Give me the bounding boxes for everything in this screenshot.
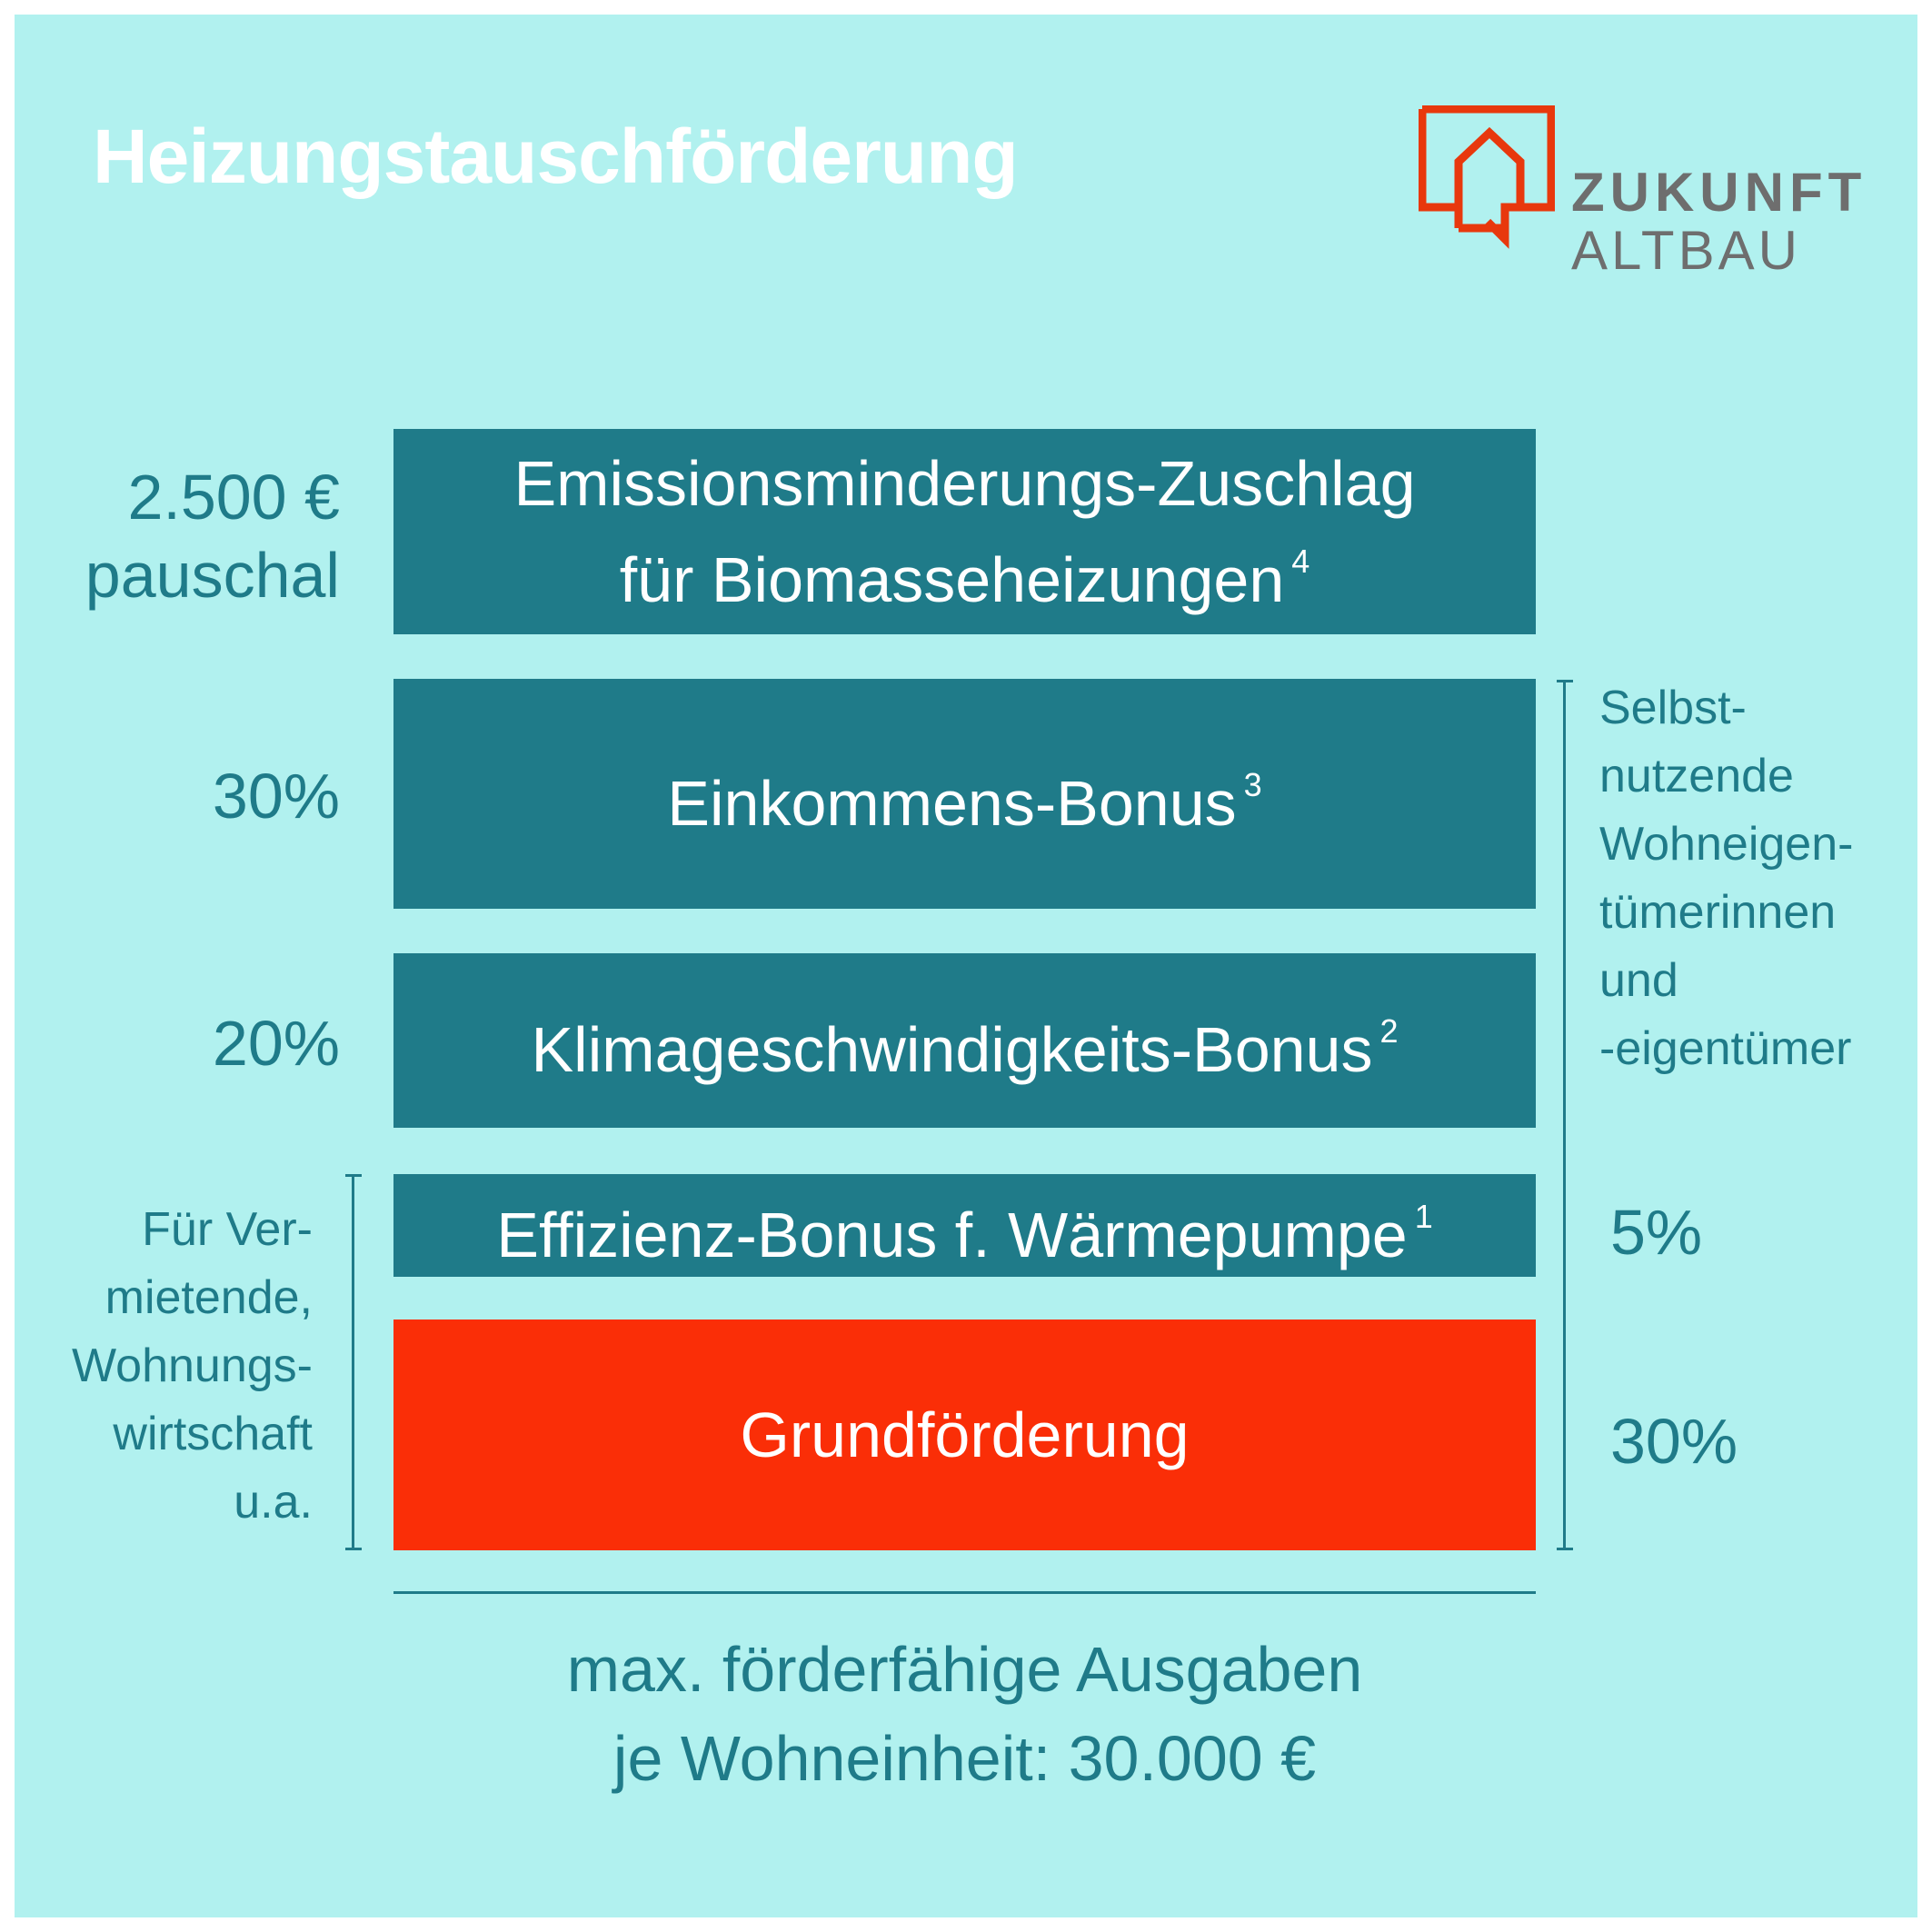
income-footnote: 3 — [1243, 765, 1262, 803]
emission-amount-value: 2.500 € — [127, 462, 340, 533]
right-label-line: nutzende — [1599, 750, 1794, 802]
left-label-line: mietende, — [105, 1271, 313, 1324]
house-speech-bubble-icon — [1419, 105, 1555, 249]
efficiency-block-label: Effizienz-Bonus f. Wärmepumpe — [496, 1199, 1408, 1270]
right-label-line: Selbst- — [1599, 682, 1747, 734]
income-block-text: Einkommens-Bonus 3 — [667, 746, 1261, 842]
basic-funding-percent: 30% — [1610, 1406, 1738, 1477]
efficiency-bonus-percent: 5% — [1610, 1197, 1703, 1268]
emission-amount: 2.500 € pauschal — [85, 458, 340, 614]
logo-wordmark: ZUKUNFT ALTBAU — [1571, 164, 1867, 280]
logo-line-1: ZUKUNFT — [1571, 162, 1867, 223]
page-title: Heizungstauschförderung — [93, 114, 1019, 199]
footer-divider — [393, 1591, 1536, 1594]
income-bonus-block: Einkommens-Bonus 3 — [393, 679, 1536, 909]
emission-block-label: für Biomasseheizungen — [619, 544, 1285, 615]
left-label-line: Wohnungs- — [72, 1339, 313, 1392]
basic-funding-block: Grundförderung — [393, 1320, 1536, 1550]
infographic-canvas: Heizungstauschförderung ZUKUNFT ALTBAU 2… — [15, 15, 1917, 1917]
climate-block-text: Klimageschwindigkeits-Bonus 2 — [531, 992, 1398, 1089]
climate-bonus-block: Klimageschwindigkeits-Bonus 2 — [393, 953, 1536, 1128]
right-label-line: tümerinnen — [1599, 886, 1837, 939]
left-label-line: Für Ver- — [142, 1203, 313, 1256]
efficiency-bonus-block: Effizienz-Bonus f. Wärmepumpe 1 — [393, 1174, 1536, 1277]
climate-footnote: 2 — [1379, 1012, 1399, 1050]
left-label-line: u.a. — [234, 1476, 313, 1529]
emission-surcharge-block: Emissionsminderungs-Zuschlag für Biomass… — [393, 429, 1536, 634]
right-label-line: Wohneigen- — [1599, 818, 1854, 871]
efficiency-block-text: Effizienz-Bonus f. Wärmepumpe 1 — [496, 1178, 1433, 1274]
logo-line-2: ALTBAU — [1571, 220, 1801, 281]
climate-bonus-percent: 20% — [212, 1008, 340, 1079]
footer-line-1: max. förderfähige Ausgaben — [566, 1634, 1363, 1705]
left-group-bracket — [345, 1174, 362, 1550]
efficiency-footnote: 1 — [1414, 1197, 1433, 1235]
owner-occupiers-group-label: Selbst- nutzende Wohneigen- tümerinnen u… — [1599, 674, 1853, 1083]
income-bonus-percent: 30% — [212, 761, 340, 832]
emission-block-line-2: für Biomasseheizungen 4 — [620, 523, 1310, 619]
right-label-line: und — [1599, 954, 1678, 1007]
basic-block-label: Grundförderung — [740, 1399, 1190, 1470]
footer-line-2: je Wohneinheit: 30.000 € — [612, 1723, 1317, 1794]
emission-block-line-1: Emissionsminderungs-Zuschlag — [513, 448, 1416, 519]
right-label-line: -eigentümer — [1599, 1022, 1852, 1075]
landlords-group-label: Für Ver- mietende, Wohnungs- wirtschaft … — [72, 1196, 313, 1537]
left-label-line: wirtschaft — [113, 1408, 313, 1460]
right-group-bracket — [1557, 680, 1573, 1550]
max-eligible-costs-note: max. förderfähige Ausgaben je Wohneinhei… — [393, 1625, 1536, 1803]
emission-amount-note: pauschal — [85, 540, 340, 611]
emission-footnote: 4 — [1291, 543, 1310, 580]
income-block-label: Einkommens-Bonus — [667, 767, 1237, 839]
climate-block-label: Klimageschwindigkeits-Bonus — [531, 1014, 1373, 1085]
